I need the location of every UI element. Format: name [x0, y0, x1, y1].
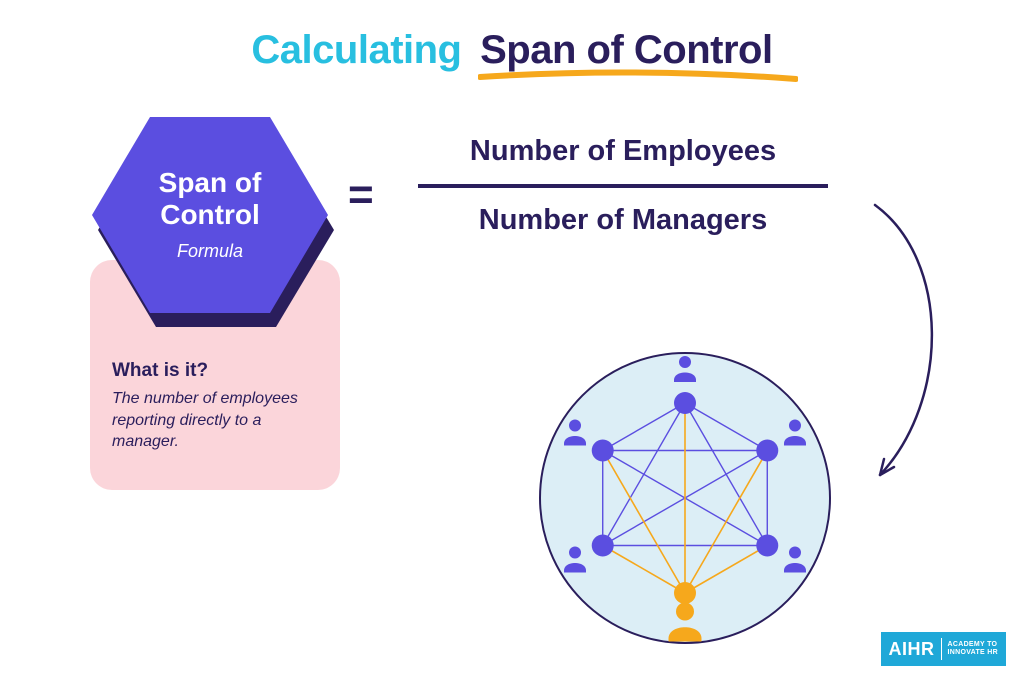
hexagon-line1: Span of [80, 167, 340, 199]
definition-text: The number of employees reporting direct… [112, 388, 318, 453]
hexagon-text: Span of Control Formula [80, 167, 340, 262]
logo-sub2: INNOVATE HR [948, 649, 999, 656]
logo-text: AIHR [889, 639, 935, 660]
page-title: Calculating Span of Control [0, 28, 1024, 73]
title-part2-text: Span of Control [480, 28, 772, 72]
logo-sub1: ACADEMY TO [948, 641, 998, 648]
network-diagram [530, 343, 840, 653]
fraction-bar [418, 184, 828, 188]
hexagon-subtitle: Formula [80, 241, 340, 262]
formula-hexagon: Span of Control Formula [80, 105, 340, 335]
equals-sign: = [348, 170, 374, 220]
hexagon-line2: Control [80, 199, 340, 231]
aihr-logo: AIHR ACADEMY TO INNOVATE HR [881, 632, 1007, 666]
formula-fraction: Number of Employees Number of Managers [398, 125, 848, 247]
formula-denominator: Number of Managers [398, 194, 848, 247]
title-underline [478, 69, 798, 83]
title-part1: Calculating [251, 28, 461, 73]
formula-numerator: Number of Employees [398, 125, 848, 178]
flow-arrow-icon [840, 200, 970, 500]
title-part2: Span of Control [480, 28, 772, 73]
definition-question: What is it? [112, 360, 318, 382]
logo-divider [941, 638, 942, 660]
logo-subtitle: ACADEMY TO INNOVATE HR [948, 641, 999, 656]
